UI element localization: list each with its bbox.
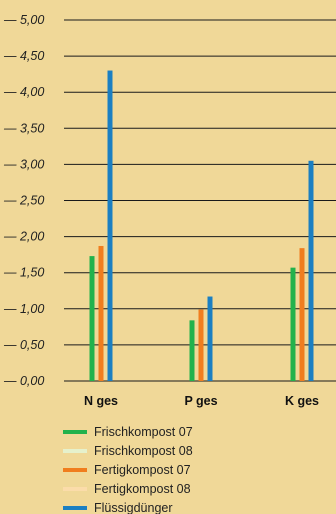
x-tick-label: P ges <box>184 394 217 408</box>
y-tick-label: — 2,00 <box>3 230 44 244</box>
bar <box>189 320 195 381</box>
bars <box>89 70 314 381</box>
y-tick-label: — 1,00 <box>3 302 44 316</box>
legend-label: Fertigkompost 07 <box>94 463 191 477</box>
bar <box>107 70 113 381</box>
y-tick-label: — 2,50 <box>3 194 44 208</box>
x-tick-label: N ges <box>84 394 118 408</box>
y-tick-label: — 3,00 <box>3 157 44 171</box>
y-tick-label: — 3,50 <box>3 121 44 135</box>
legend-label: Flüssigdünger <box>94 501 173 514</box>
x-axis: N ges P ges K ges <box>84 394 319 408</box>
y-tick-label: — 1,50 <box>3 266 44 280</box>
legend: Frischkompost 07 Frischkompost 08 Fertigko… <box>63 425 193 514</box>
legend-label: Frischkompost 07 <box>94 425 193 439</box>
bar <box>207 296 213 381</box>
legend-swatch <box>63 506 87 510</box>
legend-swatch <box>63 487 87 491</box>
bar <box>89 256 95 381</box>
bar <box>198 309 204 381</box>
legend-label: Fertigkompost 08 <box>94 482 191 496</box>
y-axis: — 0,00 — 0,50 — 1,00 — 1,50 — 2,00 — 2,50 — 3,… <box>3 13 44 388</box>
y-tick-label: — 0,50 <box>3 338 44 352</box>
legend-swatch <box>63 468 87 472</box>
y-tick-label: — 5,00 <box>3 13 44 27</box>
bar <box>290 267 296 381</box>
bar <box>299 248 305 381</box>
y-tick-label: — 0,00 <box>3 374 44 388</box>
y-tick-label: — 4,00 <box>3 85 44 99</box>
bar <box>98 245 104 381</box>
y-tick-label: — 4,50 <box>3 49 44 63</box>
x-tick-label: K ges <box>285 394 319 408</box>
legend-swatch <box>63 449 87 453</box>
bar <box>308 160 314 381</box>
legend-swatch <box>63 430 87 434</box>
legend-label: Frischkompost 08 <box>94 444 193 458</box>
